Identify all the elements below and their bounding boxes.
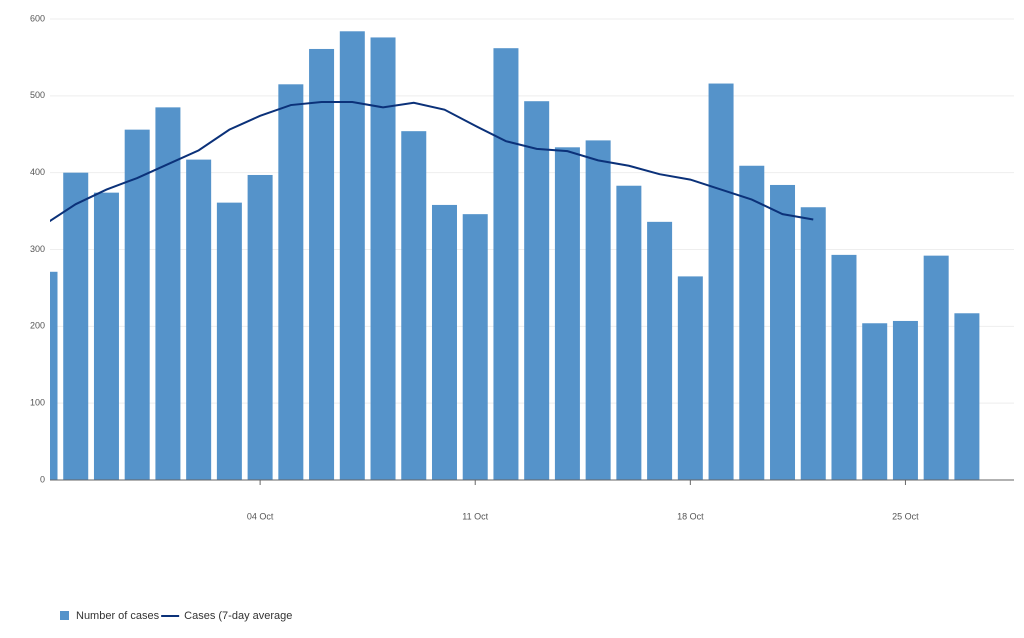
bar bbox=[554, 147, 580, 481]
legend-swatch bbox=[60, 611, 69, 620]
bar bbox=[831, 254, 857, 480]
bar bbox=[216, 202, 242, 481]
bar bbox=[892, 320, 918, 480]
y-tick-label: 300 bbox=[30, 244, 45, 254]
bar bbox=[431, 204, 457, 481]
legend-label: Number of cases bbox=[76, 610, 160, 622]
bar bbox=[708, 83, 734, 480]
bar bbox=[923, 255, 949, 480]
bar bbox=[493, 48, 519, 481]
y-tick-label: 600 bbox=[30, 13, 45, 23]
bar bbox=[585, 140, 611, 480]
bar bbox=[63, 172, 89, 480]
line bbox=[50, 100, 814, 223]
bar bbox=[954, 313, 980, 480]
bar bbox=[247, 174, 273, 480]
y-tick-label: 500 bbox=[30, 90, 45, 100]
bar bbox=[739, 165, 765, 481]
bar bbox=[616, 185, 642, 480]
bar bbox=[93, 192, 119, 481]
bar bbox=[800, 207, 826, 480]
x-tick-label: 04 Oct bbox=[247, 511, 274, 521]
bar bbox=[278, 84, 304, 480]
y-tick-label: 100 bbox=[30, 398, 45, 408]
y-tick-label: 0 bbox=[40, 474, 45, 484]
bar bbox=[770, 184, 796, 480]
bar bbox=[309, 48, 335, 481]
bar bbox=[370, 37, 396, 480]
bar bbox=[401, 131, 427, 480]
bar bbox=[462, 214, 488, 480]
y-tick-label: 400 bbox=[30, 167, 45, 177]
x-tick-label: 25 Oct bbox=[892, 511, 919, 521]
x-tick-label: 11 Oct bbox=[462, 511, 488, 521]
bar bbox=[124, 129, 150, 480]
legend-label: Cases (7-day average bbox=[184, 610, 292, 622]
bar bbox=[677, 276, 703, 480]
bar bbox=[155, 107, 181, 480]
bar bbox=[50, 271, 58, 480]
bar bbox=[339, 31, 365, 480]
bar bbox=[862, 323, 888, 480]
bar bbox=[524, 101, 550, 480]
y-tick-label: 200 bbox=[30, 321, 45, 331]
bar bbox=[186, 159, 212, 481]
bar bbox=[647, 221, 673, 480]
x-tick-label: 18 Oct bbox=[677, 511, 704, 521]
